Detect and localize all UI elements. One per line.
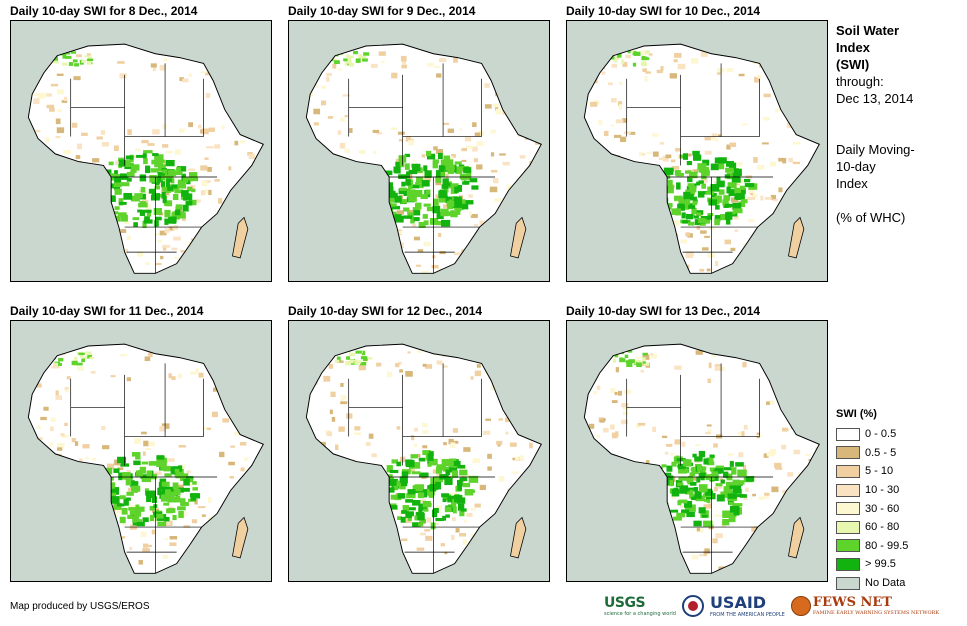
- desc-line1: Daily Moving-: [836, 142, 915, 157]
- legend-item: 0.5 - 5: [836, 444, 966, 463]
- legend-swatch: [836, 427, 860, 441]
- legend-label: > 99.5: [865, 558, 896, 571]
- legend-item: 80 - 99.5: [836, 537, 966, 556]
- legend-swatch: [836, 520, 860, 534]
- continent-shape: [306, 44, 542, 274]
- africa-map: [288, 20, 550, 282]
- panel-title: Daily 10-day SWI for 11 Dec., 2014: [10, 304, 204, 318]
- map-panel-3: Daily 10-day SWI for 10 Dec., 2014: [566, 4, 836, 282]
- legend-swatch: [836, 539, 860, 553]
- usaid-logo-text: USAID: [709, 593, 767, 612]
- legend-title: SWI (%): [836, 408, 877, 420]
- africa-map-svg: [27, 343, 264, 574]
- usaid-tagline: FROM THE AMERICAN PEOPLE: [709, 612, 785, 618]
- africa-map-svg: [583, 343, 820, 574]
- africa-map: [566, 20, 828, 282]
- legend-label: 10 - 30: [865, 484, 900, 497]
- africa-map-svg: [305, 343, 542, 574]
- legend-label: 30 - 60: [865, 502, 900, 515]
- usaid-logo: USAID FROM THE AMERICAN PEOPLE: [710, 593, 785, 618]
- fewsnet-tagline: FAMINE EARLY WARNING SYSTEMS NETWORK: [812, 610, 940, 616]
- legend-item: No Data: [836, 574, 966, 593]
- africa-map: [10, 20, 272, 282]
- africa-map-svg: [305, 43, 542, 274]
- legend-swatch: [836, 483, 860, 497]
- legend-item: > 99.5: [836, 555, 966, 574]
- desc-line3: Index: [836, 176, 868, 191]
- index-description: Soil Water Index (SWI) through: Dec 13, …: [836, 22, 966, 226]
- fewsnet-logo-text: FEWS NET: [812, 595, 892, 610]
- usaid-seal-icon: [681, 594, 704, 617]
- units-label: (% of WHC): [836, 210, 906, 225]
- swi-legend: SWI (%) 0 - 0.5 0.5 - 5 5 - 10 10 - 30 30 - …: [836, 408, 966, 592]
- usgs-logo-text: USGS: [604, 594, 646, 611]
- index-title-line1: Soil Water: [836, 23, 900, 38]
- through-label: through:: [836, 74, 884, 89]
- africa-map: [566, 320, 828, 582]
- legend-swatch: [836, 502, 860, 516]
- panel-title: Daily 10-day SWI for 8 Dec., 2014: [10, 4, 198, 18]
- legend-label: 5 - 10: [865, 465, 894, 478]
- credit-text: Map produced by USGS/EROS: [10, 601, 150, 612]
- legend-label: 0.5 - 5: [865, 446, 897, 459]
- panel-title: Daily 10-day SWI for 10 Dec., 2014: [566, 4, 761, 18]
- legend-item: 60 - 80: [836, 518, 966, 537]
- map-panel-6: Daily 10-day SWI for 13 Dec., 2014: [566, 304, 836, 582]
- map-panel-2: Daily 10-day SWI for 9 Dec., 2014: [288, 4, 558, 282]
- continent-shape: [28, 344, 264, 574]
- legend-label: 0 - 0.5: [865, 428, 897, 441]
- legend-swatch: [836, 576, 860, 590]
- continent-shape: [584, 44, 820, 274]
- africa-map: [288, 320, 550, 582]
- africa-map-svg: [27, 43, 264, 274]
- legend-label: 60 - 80: [865, 521, 900, 534]
- index-title-line3: (SWI): [836, 57, 870, 72]
- map-panel-4: Daily 10-day SWI for 11 Dec., 2014: [10, 304, 280, 582]
- legend-swatch: [836, 464, 860, 478]
- legend-item: 0 - 0.5: [836, 425, 966, 444]
- legend-label: 80 - 99.5: [865, 539, 909, 552]
- legend-item: 30 - 60: [836, 499, 966, 518]
- legend-item: 10 - 30: [836, 481, 966, 500]
- map-panel-5: Daily 10-day SWI for 12 Dec., 2014: [288, 304, 558, 582]
- panel-title: Daily 10-day SWI for 12 Dec., 2014: [288, 304, 483, 318]
- africa-map-svg: [583, 43, 820, 274]
- agency-logos: USGS science for a changing world USAID …: [604, 593, 939, 618]
- fewsnet-logo: FEWS NET FAMINE EARLY WARNING SYSTEMS NE…: [790, 595, 940, 616]
- panel-title: Daily 10-day SWI for 13 Dec., 2014: [566, 304, 761, 318]
- through-date: Dec 13, 2014: [836, 91, 914, 106]
- usgs-tagline: science for a changing world: [604, 610, 676, 617]
- globe-icon: [790, 595, 811, 616]
- panel-title: Daily 10-day SWI for 9 Dec., 2014: [288, 4, 476, 18]
- usgs-logo: USGS science for a changing world: [604, 595, 676, 617]
- legend-label: No Data: [865, 577, 906, 590]
- africa-map: [10, 320, 272, 582]
- legend-swatch: [836, 557, 860, 571]
- index-title-line2: Index: [836, 40, 870, 55]
- legend-swatch: [836, 446, 860, 460]
- map-panel-1: Daily 10-day SWI for 8 Dec., 2014: [10, 4, 280, 282]
- legend-item: 5 - 10: [836, 462, 966, 481]
- desc-line2: 10-day: [836, 159, 876, 174]
